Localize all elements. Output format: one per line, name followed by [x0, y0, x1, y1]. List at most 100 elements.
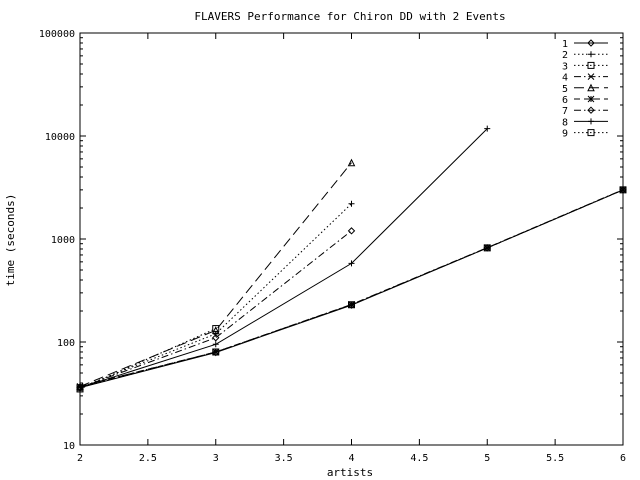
legend-item-4: 4: [562, 73, 608, 84]
legend-item-3: 3: [562, 61, 608, 72]
series-line: [79, 189, 624, 387]
legend-marker: [587, 61, 595, 69]
marker-shape: [212, 341, 219, 348]
series-line: [79, 203, 352, 389]
marker-shape: [484, 125, 491, 132]
marker-shape: [483, 244, 491, 252]
marker-shape: [212, 334, 220, 342]
marker-shape: [211, 326, 220, 334]
y-tick-label: 100000: [39, 29, 75, 40]
data-point: [211, 326, 220, 334]
series-line: [79, 328, 217, 390]
series-layer: [76, 125, 627, 393]
legend-label: 3: [562, 61, 568, 72]
marker-shape: [347, 227, 356, 235]
series-9: [76, 325, 220, 393]
legend-marker: [587, 95, 595, 103]
data-point: [347, 158, 356, 167]
marker-shape: [587, 39, 595, 47]
series-8: [77, 125, 491, 391]
legend-label: 6: [562, 95, 568, 106]
legend-label: 2: [562, 50, 568, 61]
x-tick-label: 2: [77, 453, 83, 464]
series-line: [79, 230, 352, 389]
legend-marker: [587, 73, 595, 80]
marker-shape: [587, 73, 595, 80]
y-axis-label: time (seconds): [4, 194, 17, 287]
series-line: [79, 162, 352, 387]
data-point: [212, 348, 220, 356]
legend-marker: [588, 51, 594, 58]
x-tick-label: 2.5: [139, 453, 157, 464]
marker-shape: [212, 348, 220, 356]
data-point: [76, 385, 84, 393]
series-line: [79, 189, 624, 389]
x-tick-label: 4: [348, 453, 354, 464]
y-tick-label: 1000: [51, 235, 75, 246]
data-point: [212, 341, 219, 348]
legend-item-9: 9: [562, 129, 608, 140]
data-point: [483, 244, 491, 252]
marker-shape: [76, 385, 84, 393]
series-2: [77, 200, 355, 391]
legend-item-1: 1: [562, 39, 608, 50]
marker-shape: [619, 186, 627, 194]
data-point: [212, 325, 220, 333]
marker-shape: [348, 260, 355, 267]
legend-label: 4: [562, 73, 568, 84]
x-tick-label: 5.5: [546, 453, 564, 464]
legend-item-5: 5: [562, 83, 608, 95]
x-tick-label: 3: [213, 453, 219, 464]
series-7: [76, 227, 356, 392]
legend-item-6: 6: [562, 95, 608, 106]
series-line: [79, 128, 488, 389]
y-tick-label: 10: [63, 441, 75, 452]
series-3: [76, 186, 627, 392]
marker-shape: [348, 301, 355, 309]
x-tick-label: 6: [620, 453, 626, 464]
data-point: [348, 301, 355, 309]
marker-shape: [348, 200, 355, 207]
legend-label: 1: [562, 39, 568, 50]
series-4: [76, 186, 627, 390]
series-6: [76, 186, 627, 390]
marker-shape: [212, 325, 220, 333]
legend-marker: [587, 83, 595, 92]
data-point: [348, 200, 355, 207]
legend-marker: [588, 118, 594, 125]
legend-marker: [587, 106, 595, 114]
marker-shape: [347, 158, 356, 167]
marker-shape: [588, 118, 594, 125]
x-axis-label: artists: [327, 466, 373, 479]
series-1: [76, 186, 627, 392]
marker-shape: [587, 106, 595, 114]
legend-label: 7: [562, 106, 568, 117]
marker-shape: [587, 83, 595, 92]
legend-label: 5: [562, 84, 568, 95]
marker-shape: [587, 61, 595, 69]
y-tick-label: 100: [57, 338, 75, 349]
marker-shape: [587, 129, 595, 137]
x-tick-label: 5: [484, 453, 490, 464]
series-line: [79, 189, 624, 387]
marker-shape: [588, 51, 594, 58]
y-tick-label: 10000: [45, 132, 75, 143]
data-point: [347, 227, 356, 235]
x-tick-label: 3.5: [275, 453, 293, 464]
data-point: [619, 186, 627, 194]
legend-item-7: 7: [562, 106, 608, 117]
data-point: [348, 260, 355, 267]
series-line: [79, 189, 624, 389]
chart-title: FLAVERS Performance for Chiron DD with 2…: [194, 10, 505, 23]
data-point: [212, 334, 220, 342]
marker-shape: [587, 95, 595, 103]
legend-label: 8: [562, 117, 568, 128]
legend-label: 9: [562, 129, 568, 140]
legend-item-2: 2: [562, 50, 608, 61]
x-tick-label: 4.5: [410, 453, 428, 464]
legend-marker: [587, 39, 595, 47]
legend-item-8: 8: [562, 117, 608, 128]
plot-frame: [79, 32, 624, 446]
